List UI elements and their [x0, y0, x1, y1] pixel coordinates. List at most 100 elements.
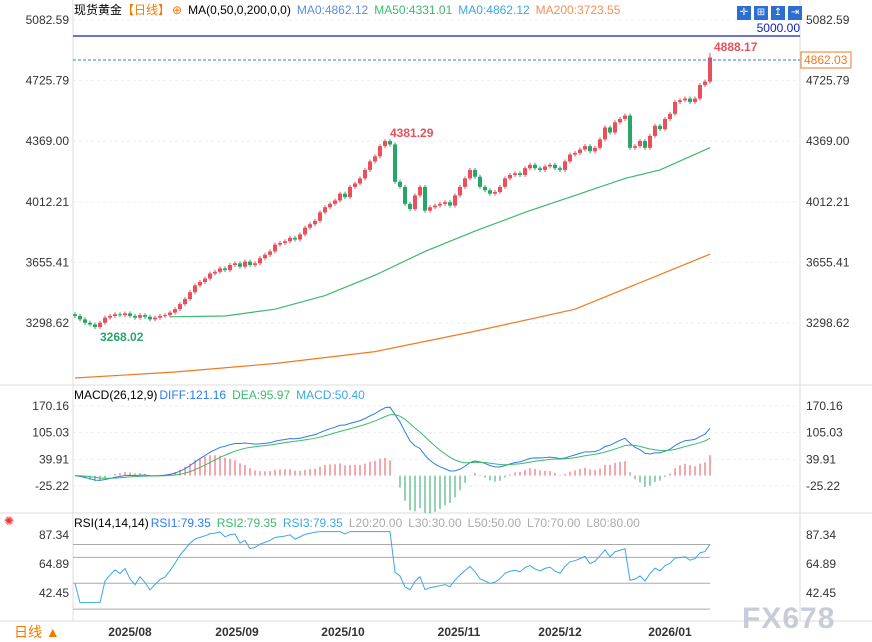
- y-tick-left: 4725.79: [26, 74, 70, 88]
- candle-body: [288, 237, 292, 242]
- rsi-tick-left: 64.89: [39, 557, 69, 571]
- candle-body: [648, 135, 652, 148]
- candle-body: [283, 241, 287, 243]
- candle-body: [583, 146, 587, 150]
- macd-dea: DEA:95.97: [232, 388, 291, 402]
- candle-body: [338, 193, 342, 201]
- macd-value: MACD:50.40: [296, 388, 365, 402]
- candle-body: [548, 164, 552, 167]
- l70: L70:70.00: [527, 516, 581, 530]
- candle-body: [263, 254, 267, 259]
- timeframe-selector[interactable]: 日线 ▲: [14, 624, 60, 640]
- candle-body: [103, 317, 107, 323]
- rsi2: RSI2:79.35: [216, 516, 277, 530]
- candle-body: [578, 149, 582, 153]
- candle-body: [173, 309, 177, 313]
- macd-name: MACD(26,12,9): [74, 388, 158, 402]
- target-label: 5000.00: [757, 21, 801, 35]
- y-tick-left: 3655.41: [26, 255, 70, 269]
- rsi-name: RSI(14,14,14): [74, 516, 149, 530]
- x-tick: 2025/10: [321, 625, 365, 639]
- candle-body: [168, 312, 172, 316]
- y-tick-right: 3298.62: [806, 316, 850, 330]
- candle-body: [608, 127, 612, 133]
- candle-body: [383, 141, 387, 147]
- candle-body: [658, 125, 662, 130]
- ma50-line: [169, 147, 711, 318]
- candle-body: [538, 168, 542, 170]
- candle-body: [503, 178, 507, 187]
- symbol-name: 现货黄金: [74, 3, 123, 17]
- candle-body: [343, 193, 347, 198]
- x-tick: 2026/01: [648, 625, 692, 639]
- candle-body: [568, 154, 572, 162]
- rsi-tick-right: 42.45: [806, 586, 836, 600]
- zoom-icon[interactable]: ⊞: [754, 6, 768, 20]
- candle-body: [93, 324, 97, 328]
- candle-body: [188, 292, 192, 299]
- candle-body: [468, 169, 472, 179]
- y-tick-left: 5082.59: [26, 13, 70, 27]
- candle-body: [363, 169, 367, 179]
- candle-body: [493, 191, 497, 194]
- candle-body: [273, 244, 277, 252]
- last-price-box: [800, 51, 852, 69]
- candle-body: [118, 314, 122, 316]
- candle-body: [198, 282, 202, 286]
- candle-body: [238, 263, 242, 267]
- y-tick-right: 4369.00: [806, 134, 850, 148]
- x-tick: 2025/09: [215, 625, 259, 639]
- ma200-line: [74, 253, 711, 379]
- candle-body: [333, 200, 337, 204]
- candle-body: [453, 195, 457, 206]
- candle-body: [673, 101, 677, 114]
- candle-body: [598, 139, 602, 148]
- candle-body: [303, 227, 307, 235]
- candle-body: [123, 313, 127, 316]
- candle-body: [373, 156, 377, 162]
- timeframe-label[interactable]: 【日线】: [122, 3, 171, 17]
- candle-body: [213, 271, 217, 274]
- candle-body: [423, 186, 427, 211]
- settings-icon[interactable]: ⊕: [172, 3, 183, 17]
- scroll-icon[interactable]: ↥: [771, 6, 785, 20]
- ma0-value: MA0:4862.12: [296, 3, 369, 17]
- macd-tick-left: 105.03: [32, 426, 69, 440]
- candle-body: [523, 168, 527, 175]
- candle-body: [473, 169, 477, 177]
- candle-body: [278, 242, 282, 245]
- candle-body: [73, 314, 77, 316]
- candle-body: [88, 322, 92, 325]
- l30: L30:30.00: [408, 516, 462, 530]
- candle-body: [408, 203, 412, 209]
- candle-body: [628, 115, 632, 148]
- candle-body: [603, 127, 607, 140]
- macd-tick-right: -25.22: [806, 479, 840, 493]
- move-right-icon[interactable]: ⇥: [788, 6, 802, 20]
- main-header: 现货黄金【日线】 ⊕ MA(0,50,0,200,0,0) MA0:4862.12 MA…: [74, 3, 626, 17]
- candle-body: [163, 315, 167, 317]
- candle-body: [133, 315, 137, 318]
- candle-body: [593, 147, 597, 152]
- rsi-line: [74, 531, 711, 604]
- candle-body: [358, 178, 362, 184]
- candle-body: [438, 203, 442, 206]
- candle-body: [318, 212, 322, 221]
- rsi-tick-left: 42.45: [39, 586, 69, 600]
- candle-body: [698, 84, 702, 99]
- candle-body: [218, 268, 222, 272]
- indicator-icon[interactable]: ✺: [4, 514, 15, 528]
- candle-body: [148, 316, 152, 320]
- candle-body: [553, 164, 557, 169]
- y-tick-right: 4725.79: [806, 74, 850, 88]
- candle-body: [488, 190, 492, 194]
- candle-body: [663, 118, 667, 130]
- y-tick-left: 4012.21: [26, 195, 70, 209]
- crosshair-icon[interactable]: ✛: [737, 6, 751, 20]
- candle-body: [153, 317, 157, 320]
- candle-body: [323, 207, 327, 213]
- candle-body: [78, 315, 82, 320]
- candle-body: [83, 319, 87, 323]
- candle-body: [643, 141, 647, 148]
